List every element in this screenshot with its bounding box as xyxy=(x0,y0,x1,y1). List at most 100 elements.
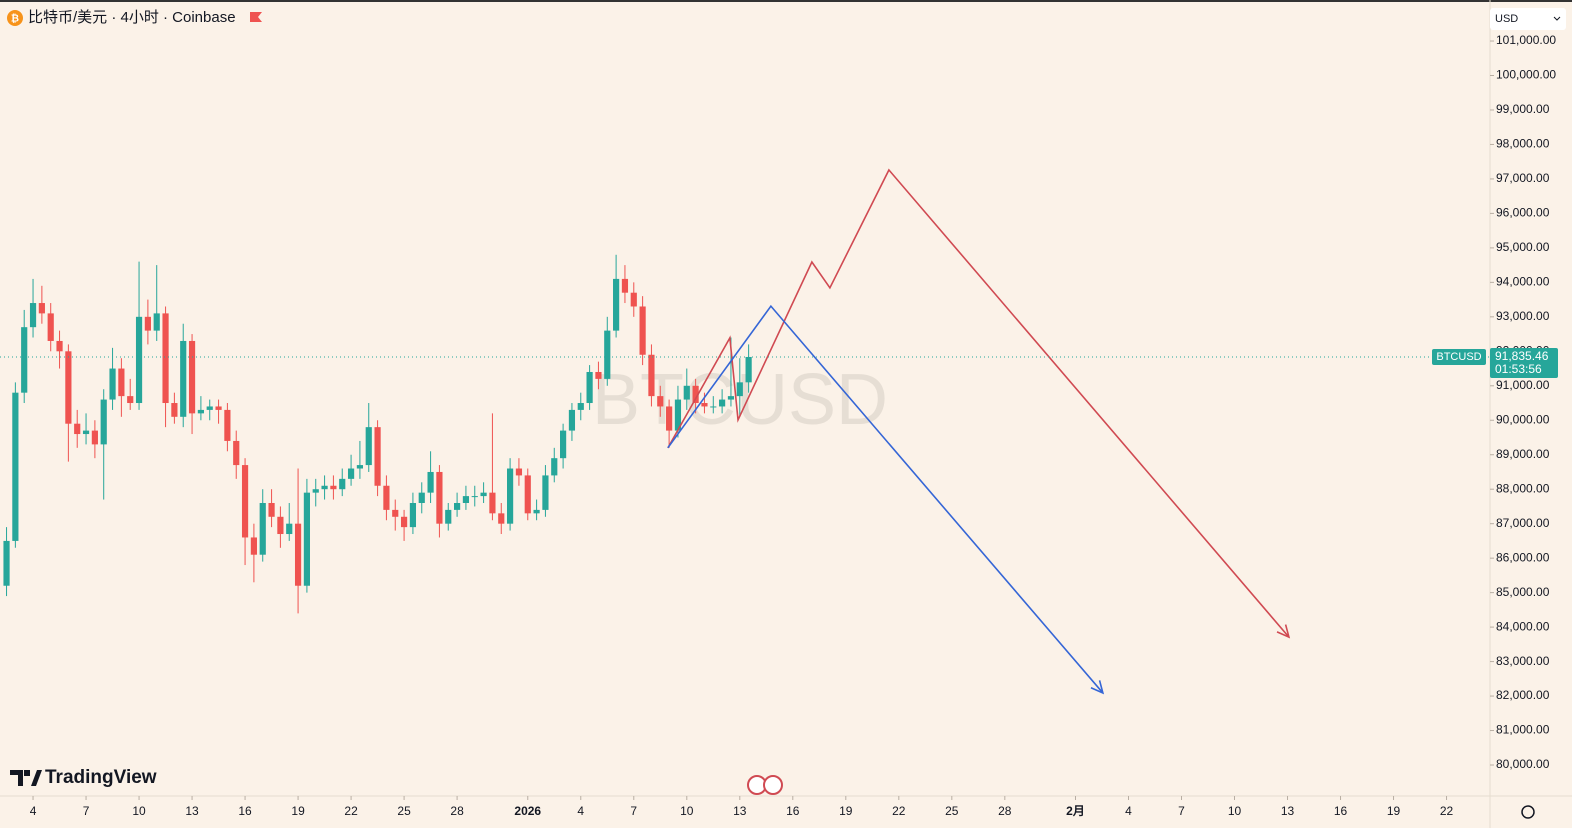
x-tick-label: 4 xyxy=(30,804,37,818)
x-tick-label: 7 xyxy=(83,804,90,818)
x-tick-label: 10 xyxy=(132,804,146,818)
flag-icon[interactable] xyxy=(250,12,262,22)
candle-body xyxy=(480,492,487,497)
candle-body xyxy=(312,489,319,493)
y-tick-label: 87,000.00 xyxy=(1496,516,1550,530)
x-tick-label: 25 xyxy=(945,804,959,818)
x-tick-label: 19 xyxy=(839,804,853,818)
y-tick-label: 91,000.00 xyxy=(1496,378,1550,392)
candle-body xyxy=(383,485,390,510)
x-tick-label: 16 xyxy=(786,804,800,818)
chart-title[interactable]: 比特币/美元 · 4小时 · Coinbase xyxy=(28,9,236,26)
candle-body xyxy=(736,382,743,397)
x-tick-label: 22 xyxy=(892,804,906,818)
candle-body xyxy=(38,303,45,314)
candle-body xyxy=(613,278,620,331)
x-tick-label: 13 xyxy=(185,804,199,818)
candle-body xyxy=(21,327,28,393)
candle-body xyxy=(436,471,443,524)
y-tick-label: 80,000.00 xyxy=(1496,757,1550,771)
candle-body xyxy=(74,423,81,435)
candle-body xyxy=(215,406,222,410)
candle-body xyxy=(47,313,54,341)
y-tick-label: 101,000.00 xyxy=(1496,33,1556,47)
x-tick-label: 22 xyxy=(344,804,358,818)
candle-body xyxy=(374,427,381,486)
symbol-tag-label: BTCUSD xyxy=(1436,351,1481,363)
candle-body xyxy=(153,313,160,331)
candle-body xyxy=(674,399,682,431)
candle-body xyxy=(418,492,425,503)
candle-body xyxy=(683,385,690,400)
candle-body xyxy=(127,396,134,404)
candle-body xyxy=(135,316,143,404)
candle-body xyxy=(162,313,169,404)
candle-body xyxy=(339,478,346,490)
candle-body xyxy=(524,475,531,514)
y-tick-label: 82,000.00 xyxy=(1496,688,1550,702)
candle-body xyxy=(347,468,355,479)
candle-body xyxy=(277,516,284,535)
candle-body xyxy=(657,396,664,407)
candle-body xyxy=(604,330,611,379)
y-tick-label: 89,000.00 xyxy=(1496,447,1550,461)
candle-body xyxy=(630,292,637,307)
candle-body xyxy=(427,471,434,493)
x-tick-label: 13 xyxy=(733,804,747,818)
coin-icon xyxy=(7,10,23,26)
plot-area xyxy=(3,168,1291,695)
y-tick-label: 99,000.00 xyxy=(1496,102,1550,116)
x-tick-label: 10 xyxy=(1228,804,1242,818)
candle-body xyxy=(330,485,337,490)
candle-body xyxy=(648,354,655,397)
candle-body xyxy=(65,351,72,424)
y-tick-label: 96,000.00 xyxy=(1496,206,1550,220)
candle-body xyxy=(560,430,567,459)
candle-body xyxy=(639,306,646,355)
candle-body xyxy=(356,465,364,469)
candle-body xyxy=(568,409,576,431)
x-tick-label: 2月 xyxy=(1066,804,1085,818)
y-tick-label: 98,000.00 xyxy=(1496,137,1550,151)
candle-body xyxy=(365,427,372,466)
candle-body xyxy=(701,403,708,407)
x-tick-label: 2026 xyxy=(514,804,541,818)
candle-body xyxy=(286,523,293,535)
event-icon[interactable] xyxy=(763,775,783,795)
candle-body xyxy=(241,465,249,538)
y-tick-label: 83,000.00 xyxy=(1496,654,1550,668)
candle-body xyxy=(551,458,558,476)
candle-body xyxy=(180,340,187,417)
arrow-head xyxy=(1276,624,1291,639)
x-tick-label: 7 xyxy=(630,804,637,818)
candle-body xyxy=(710,406,717,408)
x-tick-label: 25 xyxy=(397,804,411,818)
price-tag-label: 91,835.46 xyxy=(1495,349,1549,363)
y-tick-label: 85,000.00 xyxy=(1496,585,1550,599)
event-icons[interactable] xyxy=(747,775,783,795)
candle-body xyxy=(577,403,584,410)
brand-name: TradingView xyxy=(45,767,157,788)
candle-body xyxy=(100,399,107,445)
candle-body xyxy=(224,409,231,441)
dropdown-arrow xyxy=(1553,16,1561,21)
x-tick-label: 28 xyxy=(998,804,1012,818)
candle-body xyxy=(188,340,196,414)
candle-body xyxy=(268,502,275,517)
y-tick-label: 93,000.00 xyxy=(1496,309,1550,323)
candle-body xyxy=(666,406,673,431)
y-tick-label: 88,000.00 xyxy=(1496,481,1550,495)
candle-body xyxy=(489,492,496,514)
x-tick-label: 16 xyxy=(1334,804,1348,818)
candle-body xyxy=(303,492,310,586)
candle-body xyxy=(409,502,417,528)
settings-icon[interactable] xyxy=(1521,805,1535,819)
logo-mark xyxy=(10,770,42,786)
y-tick-label: 95,000.00 xyxy=(1496,240,1550,254)
candle-body xyxy=(453,502,461,510)
currency-label[interactable]: USD xyxy=(1495,13,1518,25)
candle-body xyxy=(400,516,408,528)
currency-select[interactable] xyxy=(1490,8,1566,30)
